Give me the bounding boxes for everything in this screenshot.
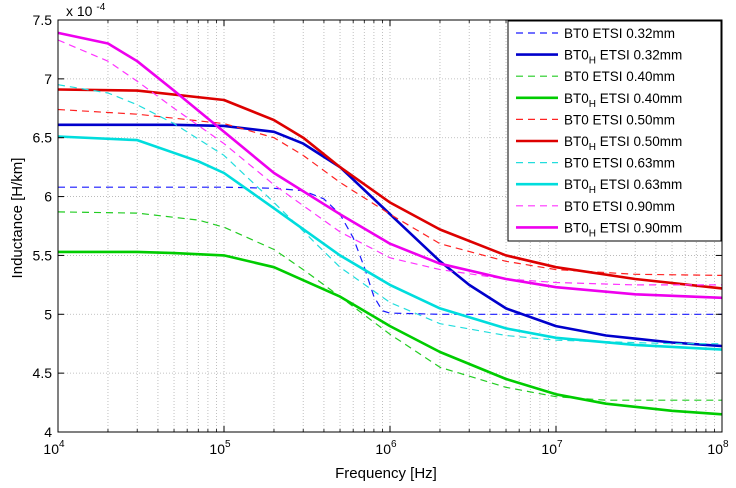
legend-label-subscript: H <box>589 56 596 67</box>
y-axis-label: Inductance [H/km] <box>9 158 26 279</box>
y-multiplier-base: x 10 <box>66 3 93 19</box>
series-line-7 <box>57 84 722 345</box>
series-line-9 <box>57 39 722 286</box>
x-tick-label: 106 <box>375 439 397 457</box>
series-line-8 <box>57 135 723 351</box>
legend-label-subscript: H <box>589 142 596 153</box>
legend-box <box>507 20 722 242</box>
y-multiplier: x 10 -4 <box>66 2 106 19</box>
legend-label-subscript: H <box>589 99 596 110</box>
x-tick-exponent: 4 <box>59 439 65 450</box>
x-tick-label: 107 <box>541 439 563 457</box>
x-tick-base: 10 <box>43 441 59 457</box>
legend-label-1: BT0 ETSI 0.32mm <box>564 26 675 41</box>
legend-label-main: BT0 <box>564 220 589 235</box>
y-tick-label: 6.5 <box>33 130 53 146</box>
legend-label-2: BT0H ETSI 0.32mm <box>564 48 682 67</box>
series-line-2 <box>58 123 723 348</box>
x-tick-label: 104 <box>43 439 65 457</box>
legend-label-9: BT0 ETSI 0.90mm <box>564 199 675 214</box>
legend-label-main: BT0 ETSI 0.90mm <box>564 199 675 214</box>
x-axis-label: Frequency [Hz] <box>335 465 437 482</box>
legend-label-main: BT0 ETSI 0.40mm <box>564 69 675 84</box>
x-tick-exponent: 7 <box>557 439 563 450</box>
x-tick-base: 10 <box>375 441 391 457</box>
legend-label-main: BT0 <box>564 48 589 63</box>
x-tick-base: 10 <box>541 441 557 457</box>
x-tick-base: 10 <box>209 441 225 457</box>
y-tick-label: 4 <box>44 424 52 440</box>
legend-label-subscript: H <box>589 185 596 196</box>
legend-label-main: BT0 <box>564 177 589 192</box>
legend-label-main: BT0 <box>564 134 589 149</box>
series-line-5 <box>57 108 723 276</box>
legend-label-4: BT0H ETSI 0.40mm <box>564 91 682 110</box>
x-tick-exponent: 6 <box>391 439 397 450</box>
legend-label-rest: ETSI 0.32mm <box>596 48 682 63</box>
legend-label-rest: ETSI 0.63mm <box>596 177 682 192</box>
series-layer <box>57 31 723 416</box>
legend-label-rest: ETSI 0.90mm <box>596 220 682 235</box>
series-line-3 <box>57 211 722 401</box>
series-line-10 <box>57 31 723 300</box>
x-tick-label: 108 <box>707 439 729 457</box>
legend-label-main: BT0 ETSI 0.63mm <box>564 156 675 171</box>
series-line-6 <box>57 88 723 290</box>
y-tick-label: 7.5 <box>33 12 53 28</box>
legend-label-8: BT0H ETSI 0.63mm <box>564 177 682 196</box>
legend-label-3: BT0 ETSI 0.40mm <box>564 69 675 84</box>
x-tick-exponent: 8 <box>723 439 729 450</box>
legend-label-rest: ETSI 0.50mm <box>596 134 682 149</box>
series-line-4 <box>58 250 723 416</box>
x-tick-exponent: 5 <box>225 439 231 450</box>
y-tick-label: 7 <box>44 71 52 87</box>
legend-label-10: BT0H ETSI 0.90mm <box>564 220 682 239</box>
legend-label-rest: ETSI 0.40mm <box>596 91 682 106</box>
y-tick-label: 5.5 <box>33 247 53 263</box>
legend-label-5: BT0 ETSI 0.50mm <box>564 112 675 127</box>
y-tick-label: 5 <box>44 306 52 322</box>
legend-label-subscript: H <box>589 228 596 239</box>
legend-label-main: BT0 ETSI 0.32mm <box>564 26 675 41</box>
legend-label-main: BT0 <box>564 91 589 106</box>
y-tick-label: 6 <box>44 189 52 205</box>
y-tick-label: 4.5 <box>33 365 53 381</box>
y-multiplier-exponent: -4 <box>96 2 105 13</box>
legend-label-7: BT0 ETSI 0.63mm <box>564 156 675 171</box>
legend-label-main: BT0 ETSI 0.50mm <box>564 112 675 127</box>
x-tick-label: 105 <box>209 439 231 457</box>
legend-label-6: BT0H ETSI 0.50mm <box>564 134 682 153</box>
x-tick-base: 10 <box>707 441 723 457</box>
